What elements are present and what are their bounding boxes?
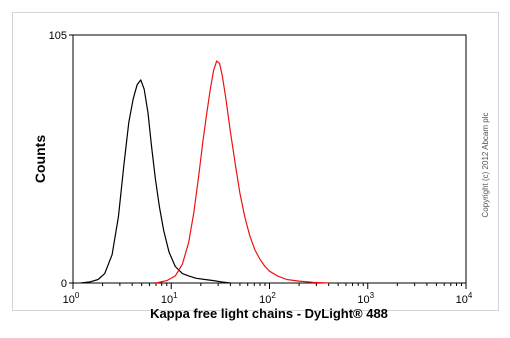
histogram-series-2 xyxy=(155,60,329,284)
histogram-series-1 xyxy=(80,79,231,284)
y-tick-label: 105 xyxy=(49,30,67,42)
x-axis-label: Kappa free light chains - DyLight® 488 xyxy=(150,306,388,321)
x-tick-label: 101 xyxy=(161,291,178,306)
x-tick-label: 102 xyxy=(259,291,276,306)
x-tick-label: 103 xyxy=(357,291,374,306)
y-tick-label: 0 xyxy=(61,278,67,290)
y-axis-label: Counts xyxy=(32,135,48,183)
copyright-watermark: Copyright (c) 2012 Abcam plc xyxy=(481,113,490,218)
plot-area xyxy=(72,34,467,284)
x-tick-label: 104 xyxy=(456,291,473,306)
x-tick-label: 100 xyxy=(63,291,80,306)
